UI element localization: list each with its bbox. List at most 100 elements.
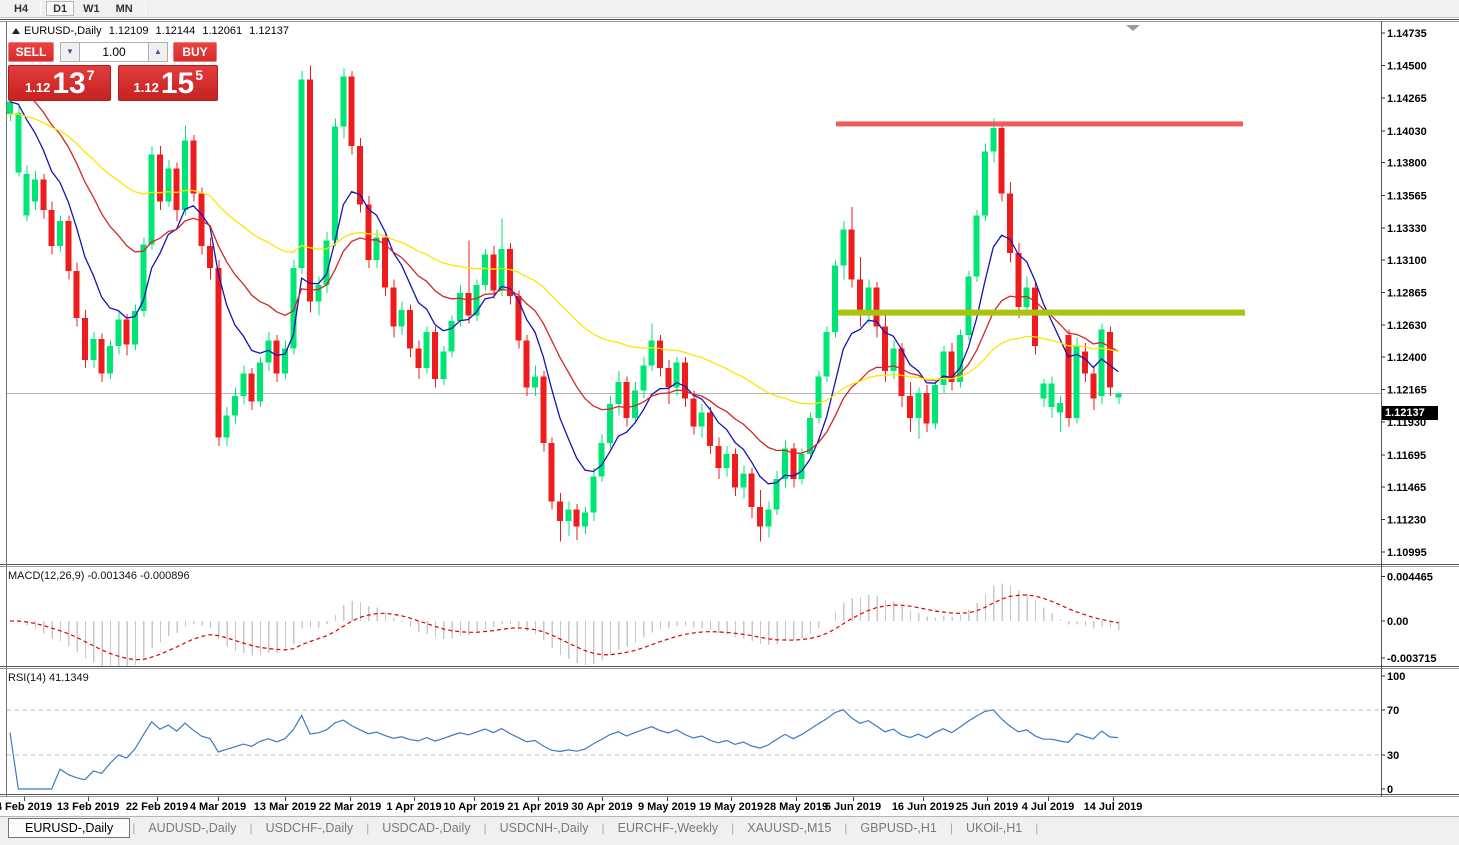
- date-label: 10 Apr 2019: [443, 801, 505, 813]
- candles-layer: [7, 65, 1122, 542]
- chart-tab-bar: EURUSD-,Daily | AUDUSD-,Daily | USDCHF-,Dail…: [0, 816, 1459, 838]
- timeframe-h4-button[interactable]: H4: [7, 1, 35, 16]
- buy-button[interactable]: BUY: [173, 42, 217, 62]
- tab-usdchf-daily[interactable]: USDCHF-,Daily: [265, 820, 354, 835]
- date-tick: [474, 797, 475, 801]
- candle-body: [781, 448, 788, 480]
- tab-audusd-daily[interactable]: AUDUSD-,Daily: [148, 820, 237, 835]
- candle-body: [965, 276, 972, 335]
- timeframe-mn-button[interactable]: MN: [109, 1, 140, 16]
- axis-tick-label: 1.12400: [1387, 352, 1427, 364]
- buy-price-main: 15: [160, 67, 195, 100]
- candle-body: [340, 76, 347, 127]
- tab-ukoil-h1[interactable]: UKOil-,H1: [965, 820, 1023, 835]
- candle-body: [756, 506, 763, 527]
- symbol-period-label: EURUSD-,Daily: [24, 25, 102, 37]
- candle-body: [7, 101, 13, 115]
- candle-body: [923, 393, 930, 424]
- chevron-down-icon: ▼: [66, 47, 74, 56]
- date-label: 4 Mar 2019: [189, 801, 247, 813]
- candle-body: [365, 204, 372, 260]
- buy-price-box[interactable]: 1.12 15 5: [118, 65, 218, 101]
- timeframe-w1-button[interactable]: W1: [76, 1, 107, 16]
- candle-body: [931, 384, 938, 424]
- tab-separator: |: [949, 820, 953, 835]
- candle-body: [690, 398, 697, 427]
- candle-body: [406, 309, 413, 349]
- sell-price-main: 13: [52, 67, 86, 100]
- price-chart[interactable]: 1.14735 1.14500 1.14265 1.14030 1.13800 1.135…: [0, 19, 1459, 845]
- tab-eurusd-daily[interactable]: EURUSD-,Daily: [8, 817, 131, 838]
- candle-body: [1115, 393, 1122, 398]
- candle-body: [1023, 287, 1030, 308]
- candle-body: [115, 319, 122, 346]
- candle-body: [31, 179, 38, 202]
- candle-body: [248, 373, 255, 402]
- candle-body: [323, 240, 330, 285]
- candle-body: [56, 221, 63, 247]
- tab-separator: |: [132, 820, 136, 835]
- date-tick: [218, 797, 219, 801]
- candle-body: [948, 351, 955, 383]
- tab-usdcnh-daily[interactable]: USDCNH-,Daily: [499, 820, 589, 835]
- candle-body: [790, 448, 797, 480]
- sell-price-pip: 7: [86, 67, 95, 83]
- date-tick: [731, 797, 732, 801]
- tab-separator: |: [601, 820, 605, 835]
- tab-gbpusd-h1[interactable]: GBPUSD-,H1: [860, 820, 937, 835]
- candle-body: [673, 362, 680, 388]
- tab-separator: |: [844, 820, 848, 835]
- axis-tick-label: 1.12165: [1387, 385, 1427, 397]
- axis-tick-label: 1.13565: [1387, 190, 1427, 202]
- candle-body: [306, 79, 313, 302]
- ma-slow-ema-line: [9, 113, 1119, 405]
- buy-price-prefix: 1.12: [133, 80, 159, 95]
- axis-tick-label: 1.13330: [1387, 223, 1427, 235]
- sell-button[interactable]: SELL: [8, 42, 54, 62]
- candle-body: [890, 348, 897, 371]
- candle-body: [640, 365, 647, 391]
- low-value: 1.12061: [202, 25, 243, 37]
- timeframe-d1-button[interactable]: D1: [46, 1, 75, 16]
- candle-body: [465, 293, 472, 316]
- candle-body: [256, 362, 263, 402]
- buy-price-pip: 5: [195, 67, 203, 83]
- date-axis[interactable]: 4 Feb 2019 13 Feb 2019 22 Feb 2019 4 Mar 20…: [0, 797, 1459, 816]
- tab-separator: |: [249, 820, 253, 835]
- candle-body: [1048, 383, 1055, 407]
- sell-price-box[interactable]: 1.12 13 7: [8, 65, 112, 101]
- collapse-panel-icon[interactable]: [12, 28, 20, 34]
- axis-tick-label: 1.14500: [1387, 61, 1427, 73]
- candle-body: [448, 320, 455, 352]
- open-value: 1.12109: [108, 25, 149, 37]
- tab-usdcad-daily[interactable]: USDCAD-,Daily: [382, 820, 471, 835]
- scroll-to-end-icon[interactable]: [1126, 25, 1140, 31]
- tab-xauusd-m15[interactable]: XAUUSD-,M15: [747, 820, 832, 835]
- candle-body: [656, 340, 663, 369]
- close-value: 1.12137: [249, 25, 289, 37]
- date-label: 6 Jun 2019: [824, 801, 882, 813]
- date-tick: [602, 797, 603, 801]
- date-tick: [853, 797, 854, 801]
- volume-dropdown-button[interactable]: ▼: [60, 42, 79, 62]
- candle-body: [831, 265, 838, 333]
- toolbar-separator: [40, 2, 42, 15]
- candle-body: [1040, 383, 1047, 399]
- volume-increase-button[interactable]: ▲: [149, 42, 168, 62]
- candle-body: [223, 415, 230, 438]
- axis-tick-label: 1.12630: [1387, 320, 1427, 332]
- candle-body: [381, 237, 388, 288]
- tab-separator: |: [1035, 820, 1039, 835]
- date-tick: [414, 797, 415, 801]
- chart-ohlc-header: EURUSD-,Daily 1.12109 1.12144 1.12061 1.…: [12, 25, 293, 37]
- candle-body: [373, 237, 380, 260]
- tab-eurchf-weekly[interactable]: EURCHF-,Weekly: [617, 820, 719, 835]
- volume-input[interactable]: [79, 42, 149, 62]
- chart-canvas[interactable]: 1.14735 1.14500 1.14265 1.14030 1.13800 1.135…: [0, 19, 1459, 845]
- candle-body: [648, 340, 655, 366]
- date-label: 25 Jun 2019: [955, 801, 1019, 813]
- candle-body: [90, 338, 97, 360]
- candle-body: [856, 279, 863, 316]
- candle-body: [23, 173, 30, 216]
- candle-body: [240, 373, 247, 396]
